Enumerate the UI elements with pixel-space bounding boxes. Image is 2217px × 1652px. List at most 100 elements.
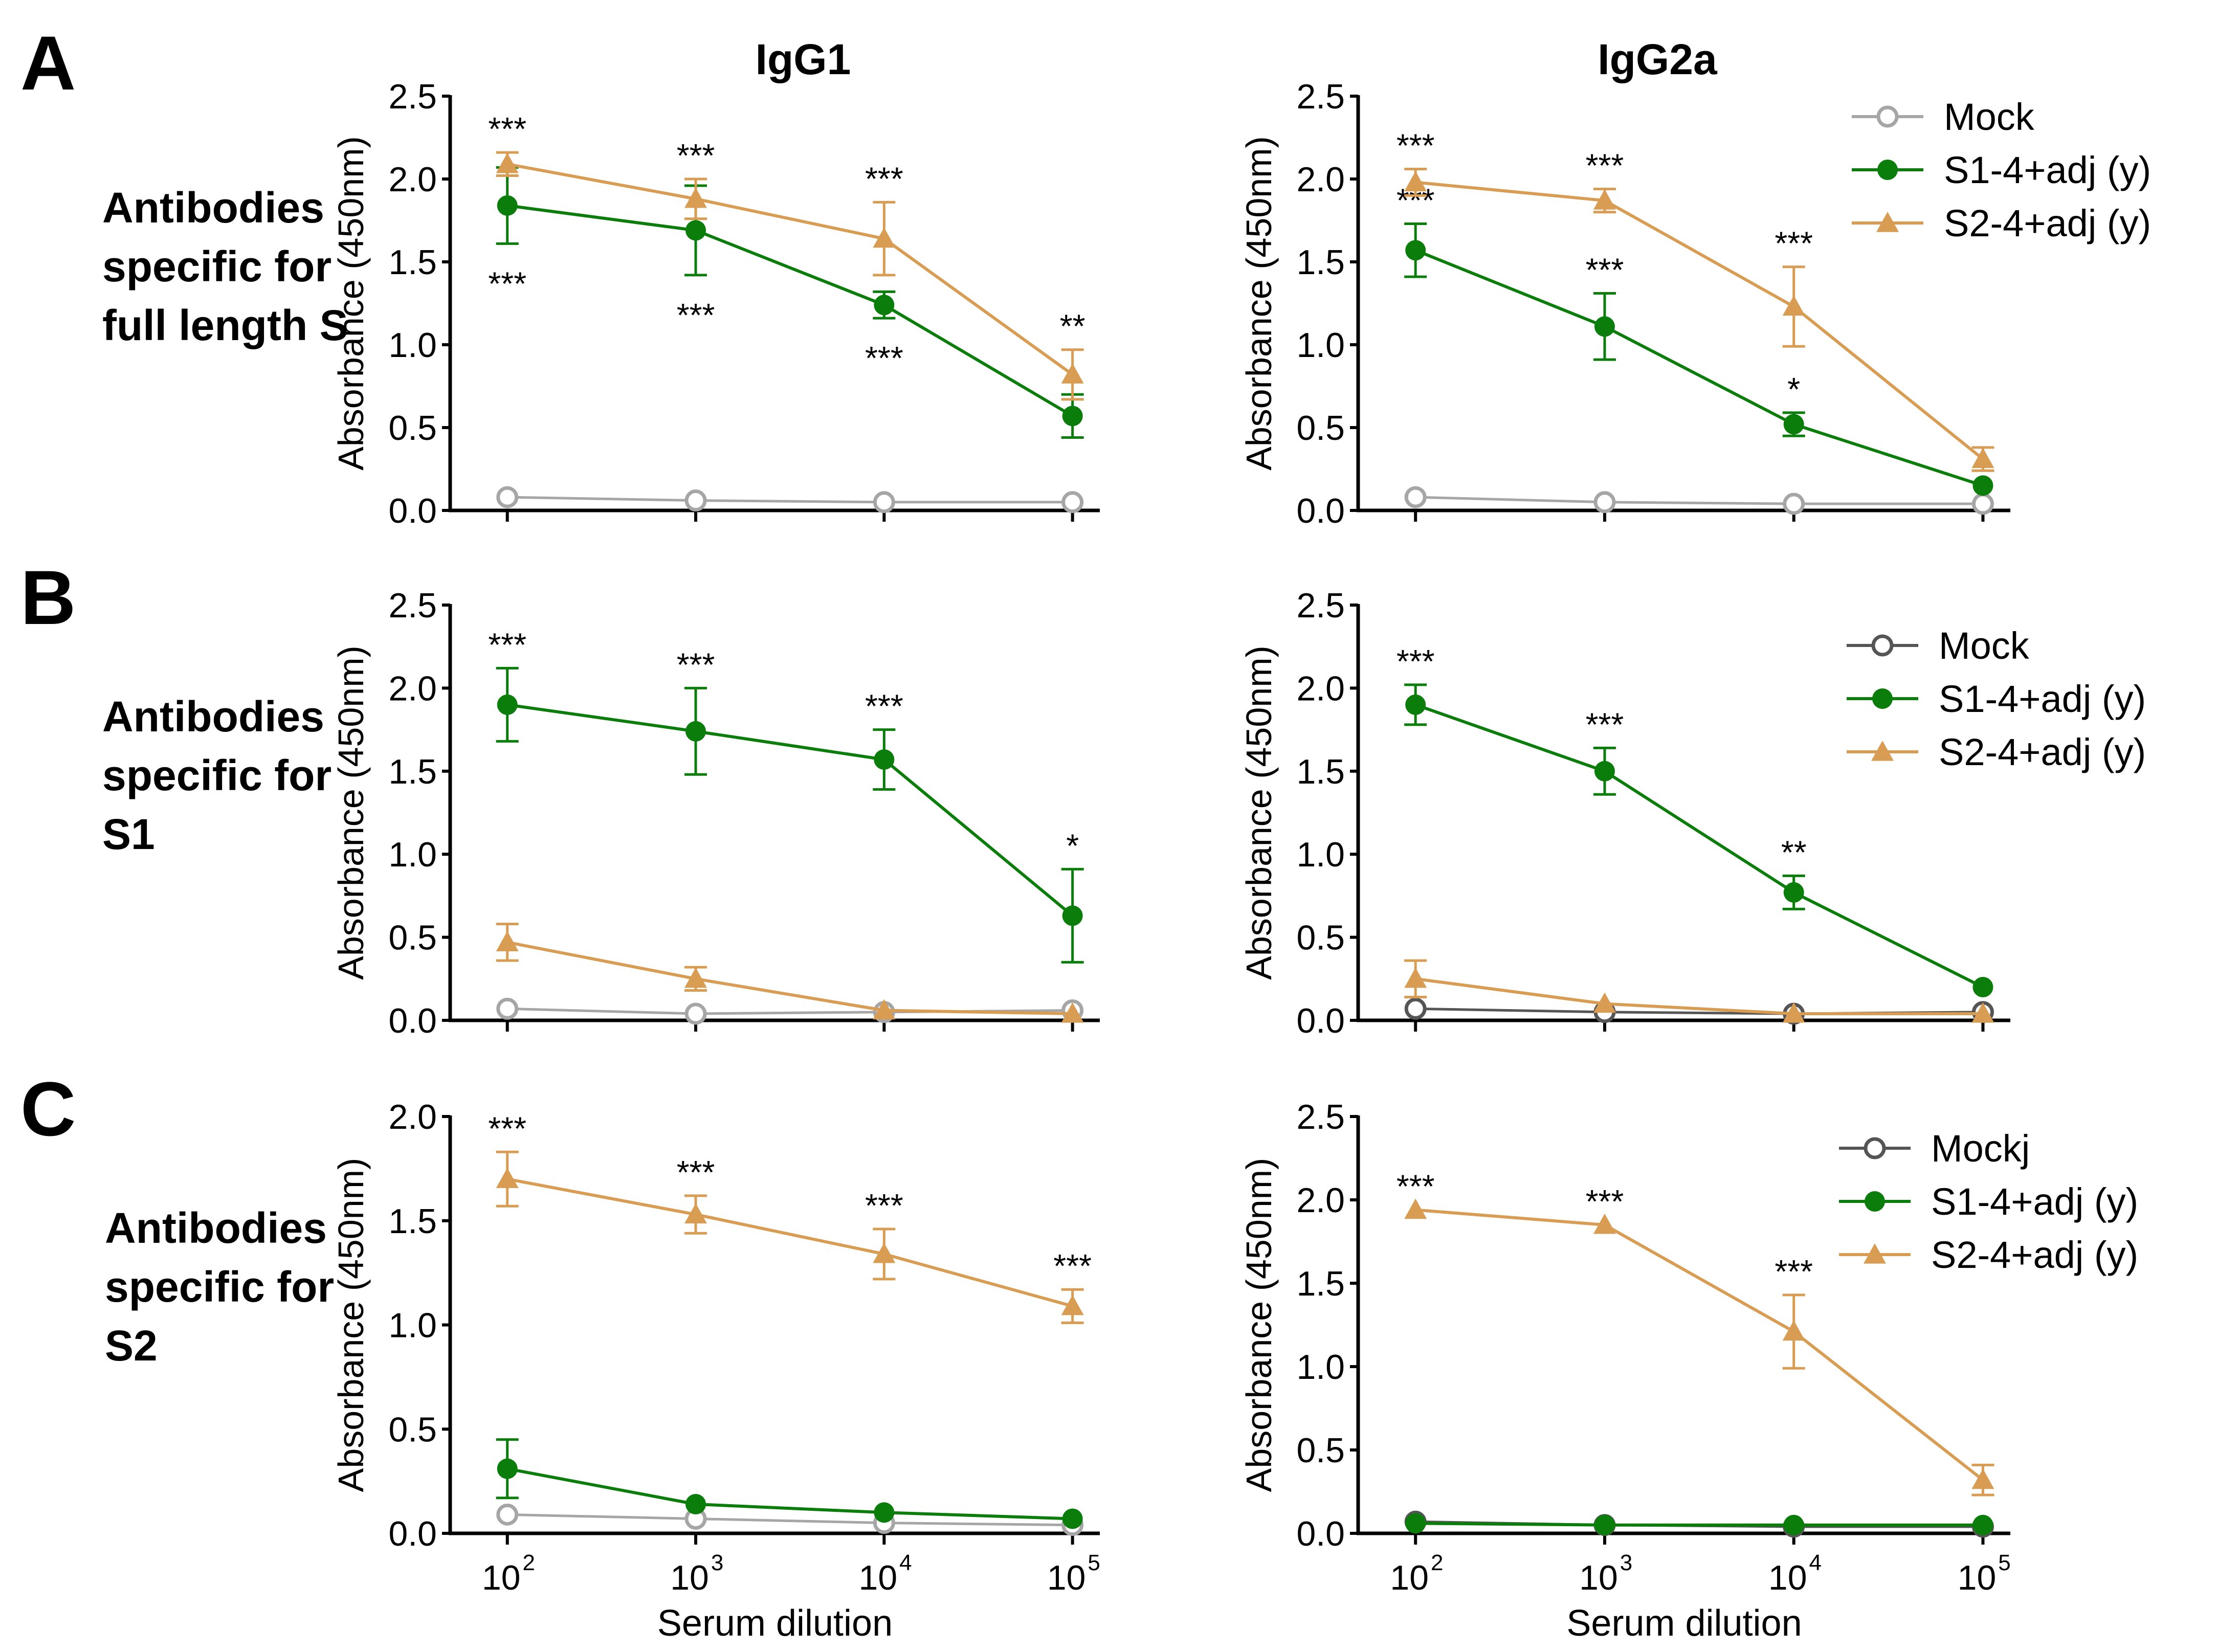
legend-label: S2-4+adj (y) (1931, 1234, 2138, 1276)
data-point (874, 295, 895, 316)
series-line (507, 1467, 1073, 1521)
significance-label: *** (1396, 127, 1435, 164)
series-s2-4-adj-y- (1404, 959, 1994, 1023)
data-point (684, 1002, 707, 1025)
legend-label: S1-4+adj (y) (1931, 1180, 2138, 1223)
significance-label: *** (1396, 643, 1435, 680)
data-point (1593, 491, 1616, 514)
data-point (1783, 1514, 1804, 1535)
data-point (1594, 761, 1615, 782)
significance-label: *** (488, 1110, 526, 1147)
series-line (1415, 181, 1984, 460)
data-point (496, 1168, 519, 1188)
data-point (873, 491, 895, 514)
x-axis-title: Serum dilution (657, 1603, 893, 1644)
x-tick-exponent: 4 (899, 1550, 912, 1575)
x-tick-exponent: 5 (1088, 1550, 1100, 1575)
panel-letter-b: B (20, 554, 76, 640)
legend-a: Mock S1-4+adj (y) S2-4+adj (y) (1852, 96, 2151, 244)
y-tick-label: 1.0 (1296, 1348, 1345, 1387)
data-point (685, 220, 706, 241)
y-tick-label: 2.5 (1296, 1098, 1345, 1136)
data-point (873, 999, 896, 1020)
legend-c: Mockj S1-4+adj (y) S2-4+adj (y) (1839, 1127, 2138, 1276)
legend-marker (1871, 741, 1894, 761)
y-tick-label: 1.5 (388, 243, 437, 282)
data-point (684, 1203, 707, 1224)
data-point (1593, 1213, 1616, 1234)
row-label-c: Antibodies specific for S2 (105, 1204, 334, 1370)
data-point (1062, 905, 1083, 926)
significance-label: *** (1775, 225, 1813, 262)
data-point (874, 749, 895, 770)
x-tick-label: 10 (1579, 1558, 1618, 1597)
x-tick-exponent: 2 (1431, 1550, 1443, 1575)
legend-item: Mock (1852, 96, 2035, 138)
series-line (1415, 1208, 1984, 1482)
significance-label: *** (1586, 147, 1624, 184)
data-point (1404, 486, 1427, 508)
legend-item: Mock (1847, 624, 2030, 667)
significance-label: *** (677, 646, 715, 683)
x-tick-label: 10 (859, 1558, 898, 1597)
significance-label: *** (1775, 1253, 1813, 1290)
x-tick-exponent: 3 (1620, 1550, 1632, 1575)
y-tick-label: 1.0 (1296, 835, 1345, 874)
x-tick-label: 10 (1390, 1558, 1429, 1597)
y-tick-label: 2.0 (388, 160, 437, 199)
data-point (1061, 1294, 1084, 1315)
data-point (497, 1458, 518, 1479)
legend-marker (1864, 1243, 1886, 1264)
significance-label: *** (865, 160, 903, 197)
y-tick-label: 2.0 (1296, 669, 1345, 708)
row-label-b-line-3: S1 (102, 810, 155, 858)
data-point (873, 1242, 896, 1263)
data-point (684, 187, 707, 208)
data-point (874, 1502, 895, 1523)
data-point (1782, 1320, 1805, 1341)
legend-marker (1877, 160, 1898, 180)
legend-item: S2-4+adj (y) (1839, 1234, 2138, 1276)
data-point (1061, 1002, 1084, 1023)
legend-marker (1865, 1191, 1885, 1212)
data-point (1972, 1514, 1993, 1535)
y-tick-label: 2.5 (1296, 77, 1345, 116)
y-tick-label: 2.5 (388, 586, 437, 625)
row-label-c-line-3: S2 (105, 1322, 158, 1370)
y-tick-label: 1.5 (1296, 243, 1345, 282)
data-point (1405, 1513, 1426, 1534)
y-tick-label: 1.5 (1296, 752, 1345, 791)
series-line (507, 204, 1074, 417)
y-tick-label: 2.0 (388, 669, 437, 708)
y-tick-label: 0.5 (1296, 409, 1345, 448)
legend-label: Mockj (1931, 1127, 2030, 1170)
y-tick-label: 0.0 (388, 1514, 437, 1553)
x-tick-exponent: 3 (711, 1550, 723, 1575)
row-label-b-line-1: Antibodies (102, 693, 324, 741)
x-tick-exponent: 4 (1809, 1550, 1821, 1575)
data-point (1783, 493, 1805, 515)
row-label-b-line-2: specific for (102, 751, 331, 799)
y-tick-label: 1.5 (388, 752, 437, 791)
series-mock (1404, 486, 1994, 515)
data-point (1061, 363, 1084, 384)
y-tick-label: 2.0 (388, 1098, 437, 1136)
data-point (496, 1503, 519, 1526)
data-point (1972, 977, 1993, 998)
x-tick-label: 10 (1958, 1558, 1997, 1597)
data-point (1404, 997, 1427, 1020)
data-point (1061, 491, 1084, 514)
y-axis-title: Absorbance (450nm) (331, 1158, 371, 1492)
legend-label: Mock (1944, 96, 2035, 138)
series-s1-4-adj-y-: ******* (1396, 182, 1993, 496)
y-tick-label: 1.0 (388, 835, 437, 874)
legend-item: S2-4+adj (y) (1852, 202, 2151, 244)
data-point (1971, 448, 1994, 468)
data-point (1593, 189, 1616, 210)
column-title-igg2a: IgG2a (1598, 35, 1718, 83)
y-tick-label: 1.5 (388, 1202, 437, 1241)
legend-item: Mockj (1839, 1127, 2030, 1170)
series-line (1415, 1522, 1983, 1527)
